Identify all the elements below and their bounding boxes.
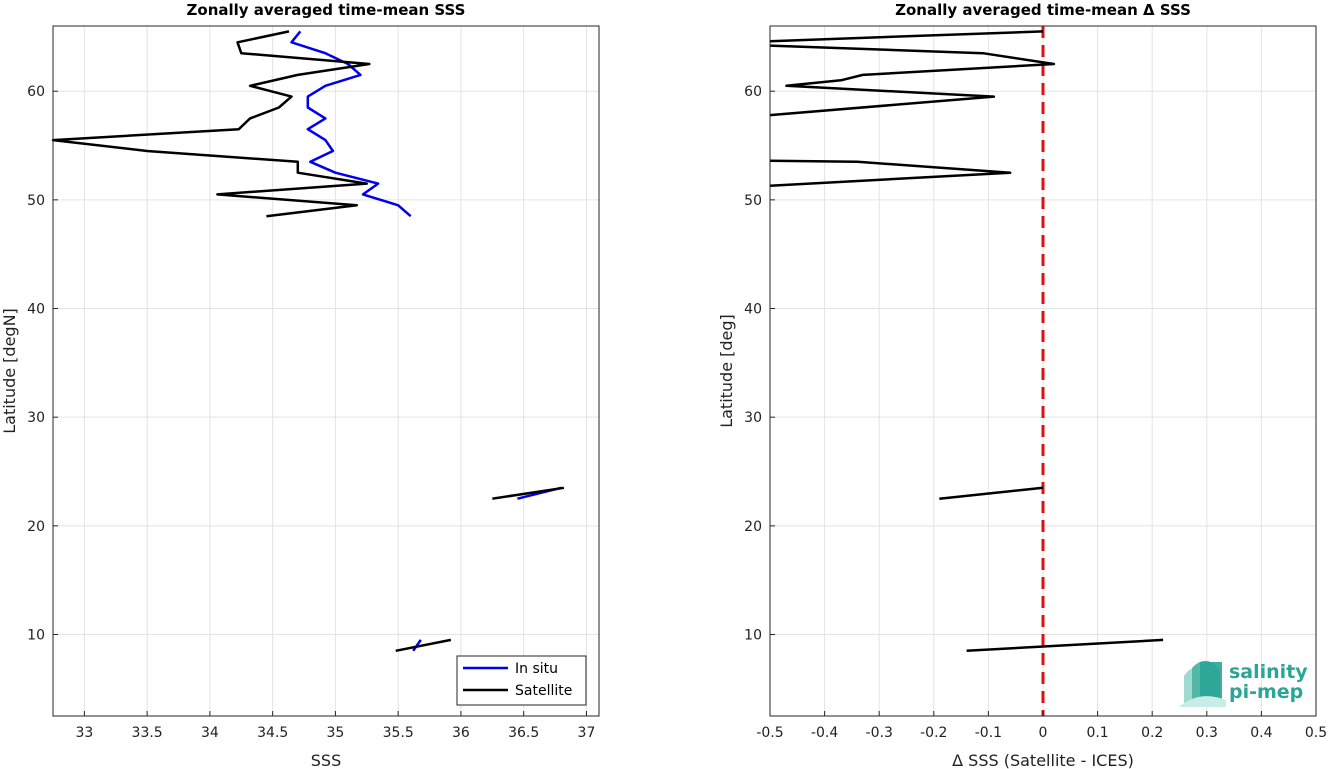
x-tick-label: 36 [452, 725, 470, 741]
legend: In situ Satellite [456, 655, 587, 706]
left-panel: 33 33.5 34 34.5 35 35.5 36 36.5 37 10 20 30 40 50 60 Zo… [0, 1, 600, 769]
series-line-satellite [395, 638, 452, 653]
x-tick-label: -0.2 [920, 725, 947, 741]
series-line-delta [769, 30, 1044, 43]
y-tick-label: 30 [27, 410, 45, 426]
logo-text-salinity: salinity [1229, 661, 1308, 683]
x-tick-label: 0.1 [1086, 725, 1108, 741]
logo-text-pi-mep: pi-mep [1229, 681, 1303, 703]
x-tick-label: 36.5 [508, 725, 539, 741]
x-tick-label: -0.4 [811, 725, 838, 741]
x-tick-label: 0.2 [1141, 725, 1163, 741]
y-tick-label: 10 [27, 628, 45, 644]
x-tick-label: 37 [578, 725, 596, 741]
y-tick-label: 30 [744, 410, 762, 426]
x-tick-label: 0.3 [1196, 725, 1218, 741]
x-tick-label: 33.5 [132, 725, 163, 741]
salinity-pi-mep-logo: salinity pi-mep [1180, 660, 1308, 707]
x-tick-label: -0.1 [975, 725, 1002, 741]
series-line-delta [966, 638, 1164, 653]
y-tick-label: 50 [27, 193, 45, 209]
x-tick-label: 0.4 [1250, 725, 1272, 741]
y-tick-label: 20 [27, 519, 45, 535]
series-line-delta [769, 159, 1012, 187]
legend-label-satellite: Satellite [515, 683, 572, 699]
series-line-satellite [492, 486, 565, 500]
y-tick-label: 40 [27, 302, 45, 318]
x-tick-label: -0.3 [866, 725, 893, 741]
wave-logo-icon [1180, 660, 1226, 707]
x-tick-label: 34.5 [257, 725, 288, 741]
chart-title: Zonally averaged time-mean SSS [187, 1, 466, 19]
x-tick-label: 0 [1039, 725, 1048, 741]
x-tick-label: -0.5 [756, 725, 783, 741]
x-axis-label: Δ SSS (Satellite - ICES) [952, 751, 1134, 769]
series-line-satellite [51, 30, 371, 218]
series-line-delta [939, 486, 1044, 500]
legend-label-in-situ: In situ [515, 661, 558, 677]
x-axis-label: SSS [311, 751, 341, 769]
axes-frame [52, 25, 600, 717]
chart-title: Zonally averaged time-mean Δ SSS [895, 1, 1191, 19]
y-axis-label: Latitude [deg] [717, 314, 736, 428]
y-tick-label: 40 [744, 302, 762, 318]
legend-box [456, 655, 587, 706]
x-tick-label: 33 [75, 725, 93, 741]
right-panel: -0.5 -0.4 -0.3 -0.2 -0.1 0 0.1 0.2 0.3 0.4 0.5 10 20… [717, 1, 1327, 769]
y-tick-label: 50 [744, 193, 762, 209]
x-tick-label: 0.5 [1305, 725, 1327, 741]
y-tick-label: 60 [27, 84, 45, 100]
y-tick-label: 60 [744, 84, 762, 100]
y-tick-label: 10 [744, 628, 762, 644]
x-tick-label: 35 [326, 725, 344, 741]
y-axis-label: Latitude [degN] [0, 308, 19, 434]
series-line-delta [769, 44, 1056, 117]
y-tick-label: 20 [744, 519, 762, 535]
x-tick-label: 35.5 [383, 725, 414, 741]
x-tick-label: 34 [201, 725, 219, 741]
